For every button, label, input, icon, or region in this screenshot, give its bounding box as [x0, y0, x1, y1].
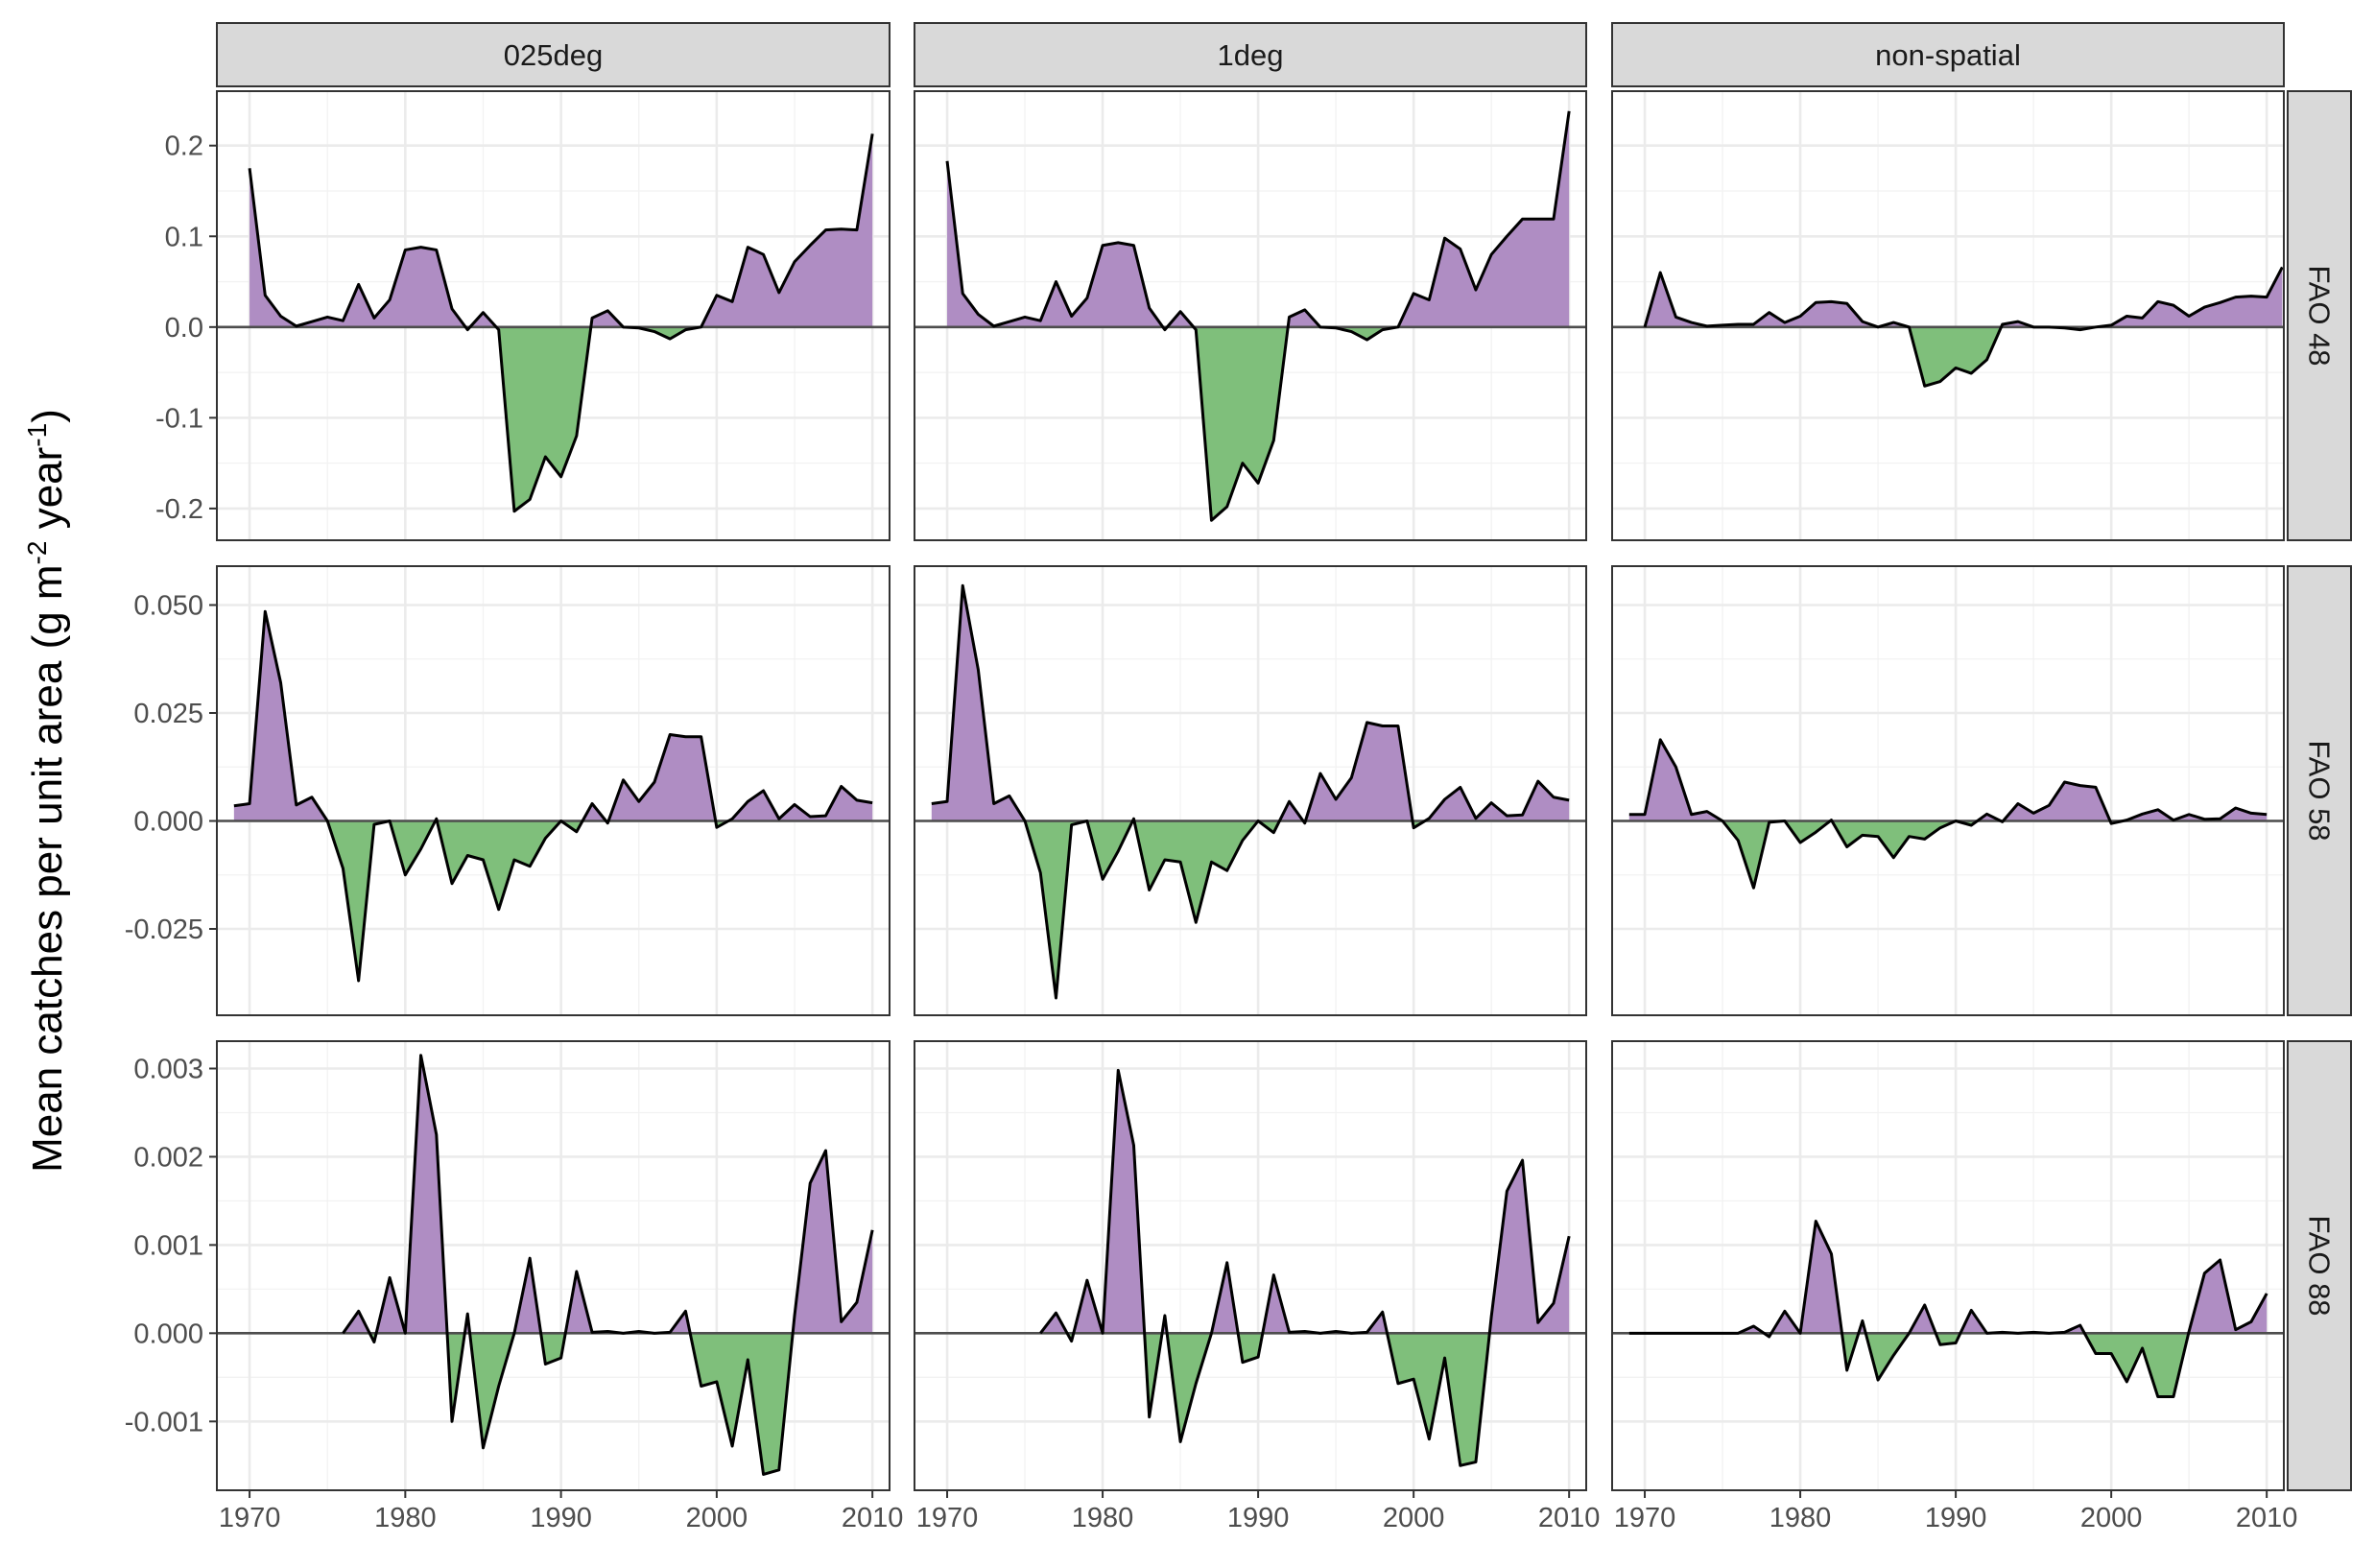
x-tick-label-c0-2: 1990 [530, 1503, 592, 1533]
column-strip-0 [216, 22, 891, 87]
negative-area [1040, 1333, 1570, 1466]
positive-area [1645, 267, 2283, 327]
x-tick-label-c0-3: 2000 [686, 1503, 748, 1533]
panel-r2-c0 [216, 1040, 891, 1491]
y-tick-label-r1-2: 0.025 [133, 699, 203, 729]
y-tick-label-r0-4: 0.2 [165, 131, 203, 162]
x-tick-label-c2-0: 1970 [1614, 1503, 1676, 1533]
series-line [1628, 738, 2268, 890]
row-strip-1 [2287, 565, 2352, 1016]
y-tick-label-r0-1: -0.1 [155, 403, 203, 434]
panel-r1-c0 [216, 565, 891, 1016]
y-axis-title-main: Mean catches per unit area (g m [24, 564, 71, 1172]
series-line [342, 1054, 874, 1476]
series-line [233, 609, 873, 983]
positive-area [947, 110, 1570, 327]
y-axis-title-superscript-2: -1 [22, 423, 52, 447]
positive-area [1040, 1070, 1570, 1334]
panel-background [1612, 566, 2284, 1015]
row-strip-2 [2287, 1040, 2352, 1491]
panel-border [1611, 90, 2285, 541]
y-tick-label-r0-3: 0.1 [165, 222, 203, 252]
y-axis-title-middle: year [24, 447, 71, 541]
positive-area [343, 1055, 873, 1334]
x-tick-label-c2-4: 2010 [2236, 1503, 2298, 1533]
x-tick-label-c1-3: 2000 [1383, 1503, 1445, 1533]
series-line [1039, 1068, 1571, 1467]
panel-background [1612, 1041, 2284, 1490]
y-tick-label-r1-0: -0.025 [125, 915, 203, 945]
column-strip-2 [1611, 22, 2285, 87]
negative-area [249, 326, 873, 511]
y-tick-label-r1-1: 0.000 [133, 807, 203, 838]
positive-area [249, 133, 873, 327]
x-tick-label-c0-1: 1980 [374, 1503, 437, 1533]
negative-area [947, 326, 1570, 521]
series-line [931, 583, 1570, 1000]
x-tick-label-c2-2: 1990 [1925, 1503, 1987, 1533]
y-tick-label-r2-3: 0.002 [133, 1142, 203, 1173]
negative-area [233, 820, 873, 981]
panel-border [1611, 565, 2285, 1016]
panel-background [217, 566, 890, 1015]
panel-r2-c1 [914, 1040, 1587, 1491]
row-strip-0 [2287, 90, 2352, 541]
y-tick-label-r2-2: 0.001 [133, 1230, 203, 1261]
negative-area [931, 820, 1570, 998]
y-tick-label-r1-3: 0.050 [133, 591, 203, 622]
x-tick-label-c1-4: 2010 [1538, 1503, 1601, 1533]
column-strip-label-1: 1deg [1218, 38, 1284, 72]
y-axis-title-end: ) [24, 409, 71, 423]
y-tick-label-r2-0: -0.001 [125, 1407, 203, 1437]
negative-area [1628, 820, 2268, 889]
panel-border [216, 1040, 891, 1491]
panel-border [216, 565, 891, 1016]
row-strip-label-1: FAO 58 [2303, 740, 2337, 841]
x-tick-label-c1-0: 1970 [916, 1503, 979, 1533]
panel-border [914, 1040, 1587, 1491]
y-tick-label-r0-2: 0.0 [165, 313, 203, 344]
panel-r1-c1 [914, 565, 1587, 1016]
y-tick-label-r2-1: 0.000 [133, 1319, 203, 1349]
panel-r0-c0 [216, 90, 891, 541]
x-tick-label-c2-1: 1980 [1769, 1503, 1832, 1533]
column-strip-label-2: non-spatial [1875, 38, 2021, 72]
y-tick-label-r2-4: 0.003 [133, 1055, 203, 1085]
panel-r0-c2 [1611, 90, 2285, 541]
row-strip-label-0: FAO 48 [2303, 265, 2337, 366]
panel-r1-c2 [1611, 565, 2285, 1016]
row-strip-label-2: FAO 88 [2303, 1215, 2337, 1316]
panel-background [914, 1041, 1586, 1490]
positive-area [1628, 1221, 2268, 1334]
panel-background [914, 566, 1586, 1015]
series-line [1643, 266, 2284, 388]
x-tick-label-c2-3: 2000 [2080, 1503, 2143, 1533]
x-tick-label-c0-4: 2010 [842, 1503, 904, 1533]
panel-r0-c1 [914, 90, 1587, 541]
series-line [1628, 1220, 2268, 1399]
y-axis-title-superscript-1: -2 [22, 541, 52, 565]
series-line [248, 133, 874, 513]
panel-border [216, 90, 891, 541]
negative-area [1628, 1333, 2268, 1397]
column-strip-1 [914, 22, 1587, 87]
panel-background [217, 1041, 890, 1490]
y-axis-title: Mean catches per unit area (g m-2 year-1… [22, 409, 71, 1173]
panels-layer: 025deg 1deg non-spatial FAO 48 FAO 58 FAO 88 -… [125, 22, 2352, 1533]
panel-r2-c2 [1611, 1040, 2285, 1491]
x-tick-label-c0-0: 1970 [219, 1503, 281, 1533]
panel-border [1611, 1040, 2285, 1491]
series-line [945, 110, 1571, 522]
x-tick-label-c1-1: 1980 [1072, 1503, 1134, 1533]
panel-border [914, 90, 1587, 541]
column-strip-label-0: 025deg [504, 38, 603, 72]
y-tick-label-r0-0: -0.2 [155, 494, 203, 525]
panel-border [914, 565, 1587, 1016]
negative-area [1645, 326, 2283, 387]
x-tick-label-c1-2: 1990 [1227, 1503, 1290, 1533]
